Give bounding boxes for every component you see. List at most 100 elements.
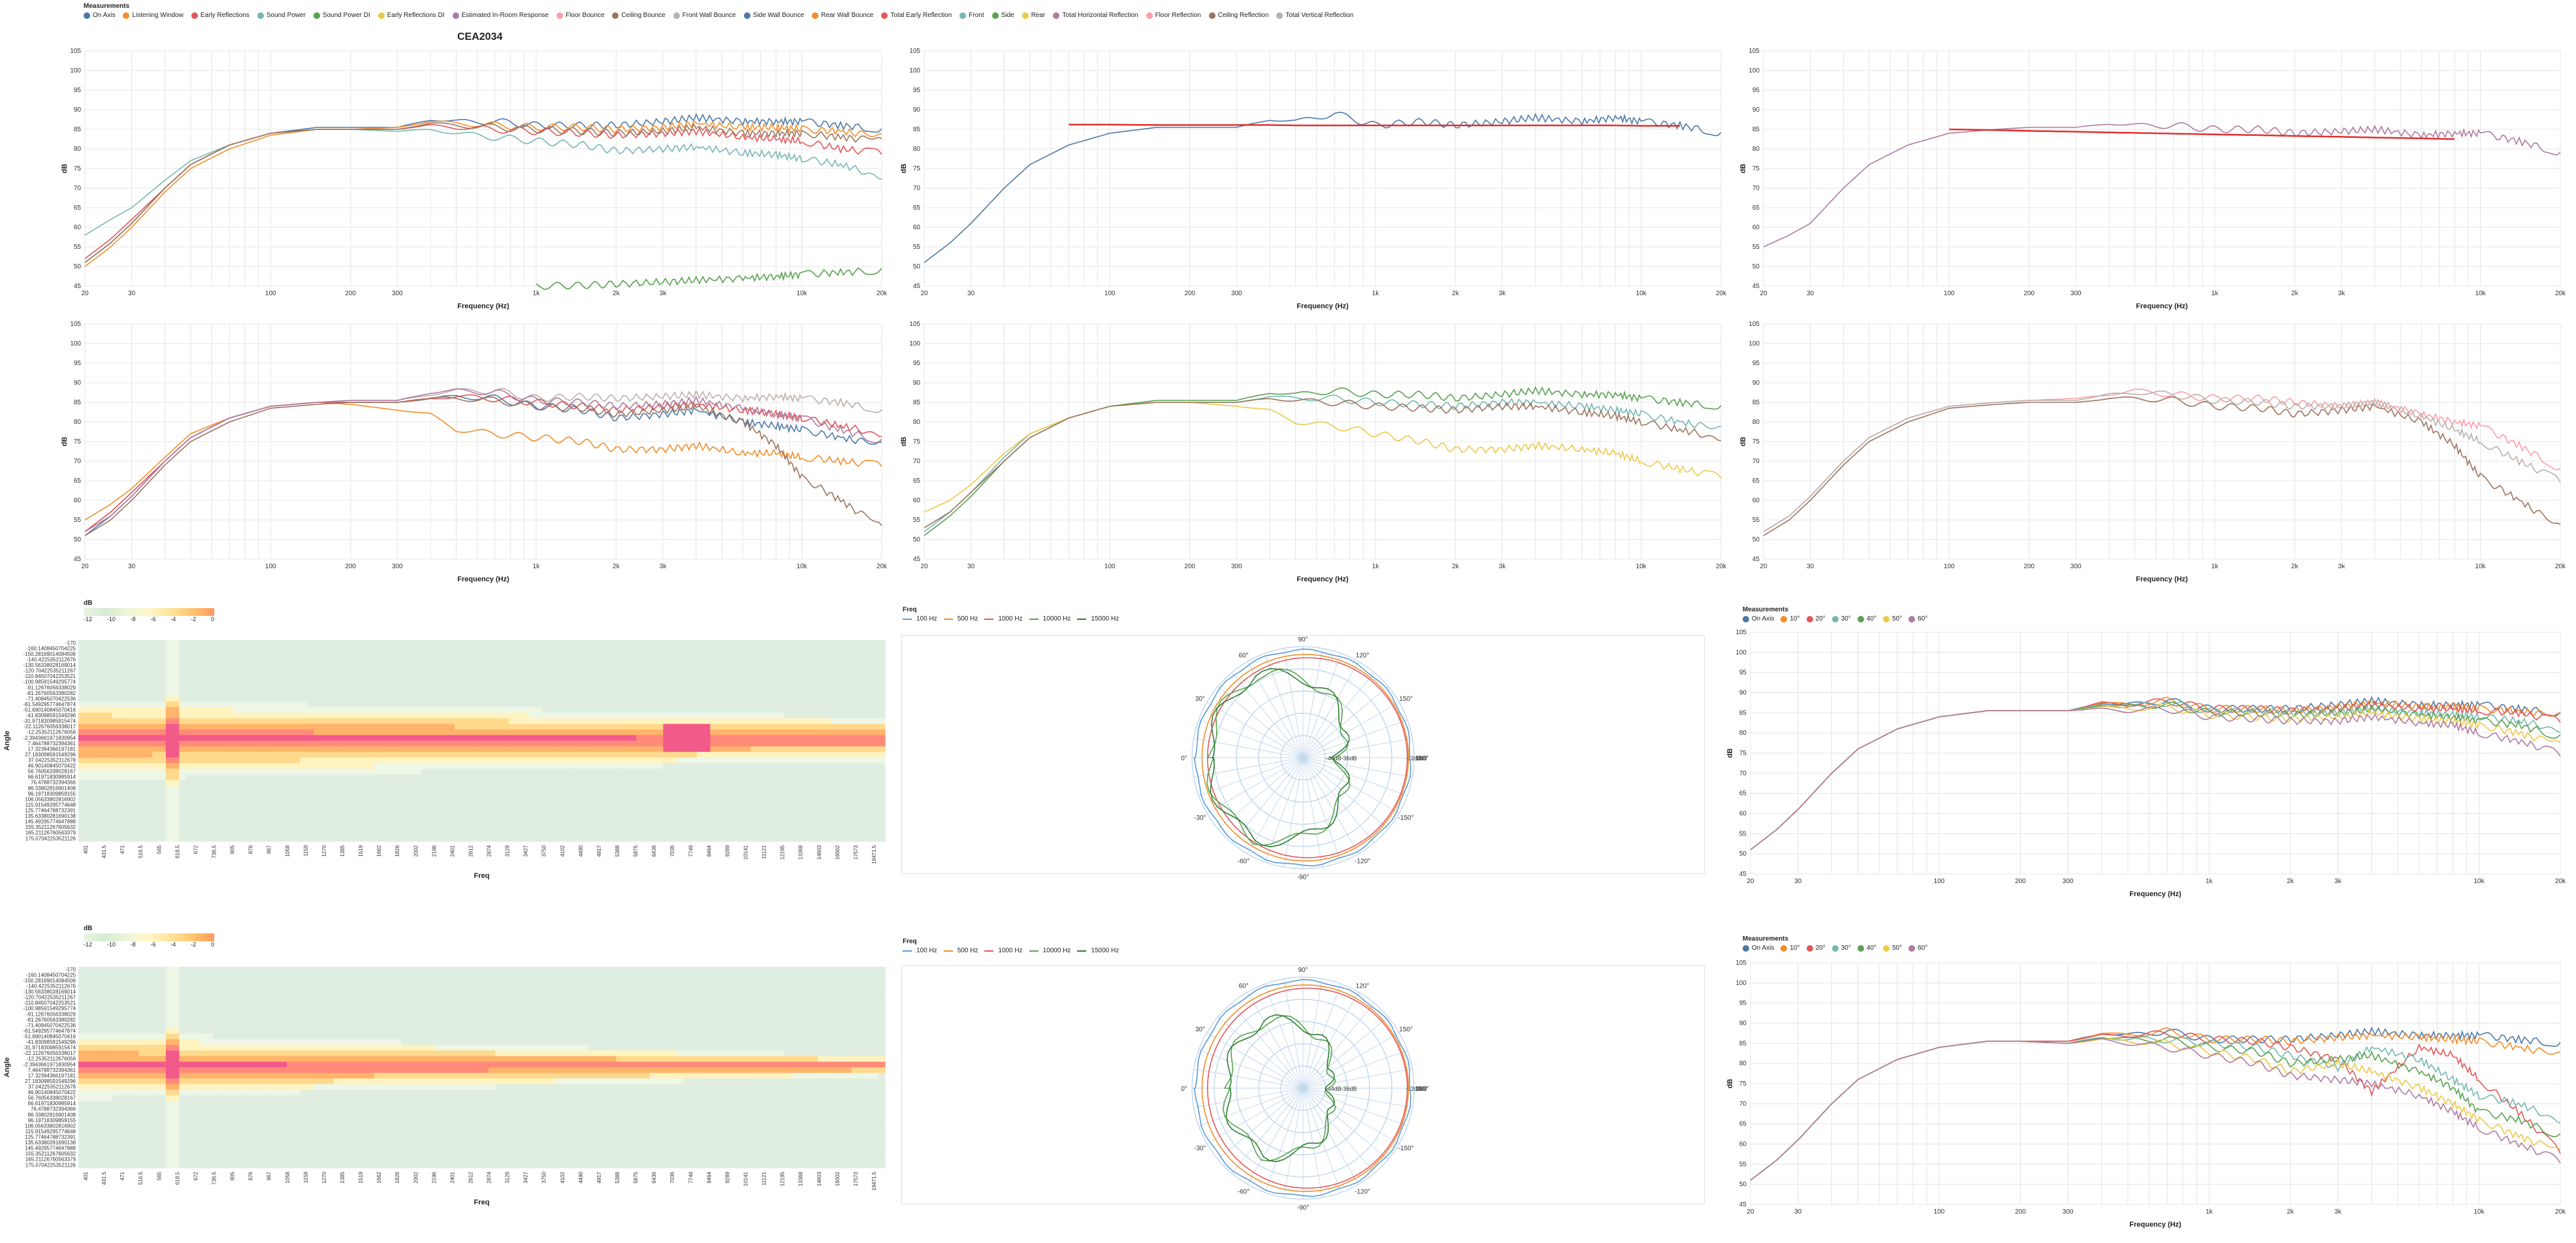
legend-item[interactable]: Sound Power DI — [314, 12, 370, 19]
heatmap-cell — [219, 785, 227, 791]
heatmap-cell — [280, 780, 287, 786]
heatmap-cell — [845, 758, 852, 764]
legend-item[interactable]: Estimated In-Room Response — [453, 12, 549, 19]
heatmap-cell — [824, 780, 831, 786]
heatmap-cell — [724, 763, 731, 769]
heatmap-cell — [677, 657, 684, 663]
heatmap-cell — [784, 657, 792, 663]
heatmap-cell — [677, 718, 684, 724]
heatmap-cell — [435, 819, 442, 825]
heatmap-cell — [266, 824, 274, 830]
heatmap-cell — [455, 835, 462, 841]
heatmap-cell — [300, 696, 308, 702]
heatmap-cell — [703, 735, 711, 741]
heatmap-cell — [475, 662, 482, 668]
legend-item[interactable]: Early Reflections DI — [378, 12, 445, 19]
legend-item[interactable]: Front — [959, 12, 984, 19]
legend-item[interactable]: Side Wall Bounce — [744, 12, 805, 19]
heatmap-cell — [213, 679, 220, 685]
heatmap-cell — [878, 785, 886, 791]
y-tick-label: 95 — [913, 87, 921, 94]
heatmap-cell — [146, 651, 153, 657]
heatmap-cell — [179, 741, 186, 747]
legend-item[interactable]: Total Vertical Reflection — [1276, 12, 1353, 19]
y-tick-label: 50 — [1752, 263, 1760, 270]
heatmap-cell — [112, 830, 120, 836]
heatmap-cell — [845, 724, 852, 730]
legend-item[interactable]: Rear Wall Bounce — [812, 12, 873, 19]
legend-item[interactable]: Sound Power — [257, 12, 306, 19]
heatmap-cell — [475, 747, 482, 752]
heatmap-cell — [300, 808, 308, 814]
heatmap-cell — [482, 758, 489, 764]
heatmap-cell — [569, 741, 576, 747]
heatmap-cell — [125, 646, 133, 652]
heatmap-cell — [172, 668, 180, 674]
heatmap-cell — [415, 718, 422, 724]
heatmap-cell — [442, 718, 449, 724]
heatmap-cell — [274, 724, 281, 730]
heatmap-cell — [468, 802, 475, 808]
heatmap-cell — [193, 752, 200, 758]
legend-item[interactable]: Floor Reflection — [1146, 12, 1201, 19]
heatmap-cell — [233, 802, 240, 808]
heatmap-cell — [609, 819, 617, 825]
heatmap-cell — [213, 662, 220, 668]
heatmap-cell — [697, 730, 704, 735]
legend-item[interactable]: Ceiling Reflection — [1209, 12, 1269, 19]
legend-item[interactable]: Total Horizontal Reflection — [1053, 12, 1138, 19]
heatmap-cell — [166, 724, 173, 730]
legend-item[interactable]: Early Reflections — [191, 12, 250, 19]
heatmap-cell — [132, 741, 139, 747]
heatmap-cell — [199, 769, 206, 775]
heatmap-cell — [421, 808, 428, 814]
legend-item[interactable]: Side — [992, 12, 1014, 19]
heatmap-cell — [536, 813, 543, 819]
heatmap-cell — [831, 718, 839, 724]
heatmap-cell — [529, 685, 536, 690]
heatmap-cell — [428, 685, 435, 690]
heatmap-cell — [797, 724, 805, 730]
heatmap-cell — [690, 785, 698, 791]
heatmap-cell — [193, 785, 200, 791]
heatmap-cell — [656, 752, 664, 758]
heatmap-cell — [368, 718, 375, 724]
legend-item[interactable]: On Axis — [84, 12, 115, 19]
heatmap-cell — [179, 780, 186, 786]
heatmap-cell — [387, 640, 394, 646]
heatmap-cell — [569, 769, 576, 775]
x-tick-label: 3k — [1499, 290, 1507, 297]
heatmap-cell — [845, 747, 852, 752]
legend-item[interactable]: Total Early Reflection — [881, 12, 952, 19]
heatmap-cell — [831, 802, 839, 808]
legend-item[interactable]: Floor Bounce — [556, 12, 604, 19]
x-tick-label: 300 — [392, 290, 403, 297]
heatmap-cell — [569, 797, 576, 803]
heatmap-cell — [327, 802, 334, 808]
heatmap-cell — [670, 747, 677, 752]
legend-item[interactable]: Ceiling Bounce — [612, 12, 665, 19]
y-tick-label: 70 — [74, 458, 82, 465]
legend-item[interactable]: Listening Window — [123, 12, 183, 19]
heatmap-cell — [596, 679, 604, 685]
heatmap-cell — [703, 718, 711, 724]
heatmap-cell — [536, 747, 543, 752]
heatmap-cell — [146, 735, 153, 741]
heatmap-cell — [213, 808, 220, 814]
heatmap-cell — [92, 802, 99, 808]
heatmap-cell — [448, 668, 455, 674]
heatmap-cell — [119, 685, 126, 690]
legend-item[interactable]: Front Wall Bounce — [673, 12, 736, 19]
heatmap-cell — [710, 769, 717, 775]
heatmap-cell — [321, 774, 328, 780]
heatmap-cell — [186, 657, 193, 663]
heatmap-cell — [240, 707, 247, 713]
heatmap-cell — [650, 791, 657, 797]
legend-item[interactable]: Rear — [1022, 12, 1046, 19]
heatmap-cell — [495, 718, 502, 724]
heatmap-cell — [92, 735, 99, 741]
heatmap-cell — [186, 651, 193, 657]
heatmap-cell — [233, 797, 240, 803]
heatmap-cell — [253, 797, 261, 803]
heatmap-cell — [556, 657, 563, 663]
